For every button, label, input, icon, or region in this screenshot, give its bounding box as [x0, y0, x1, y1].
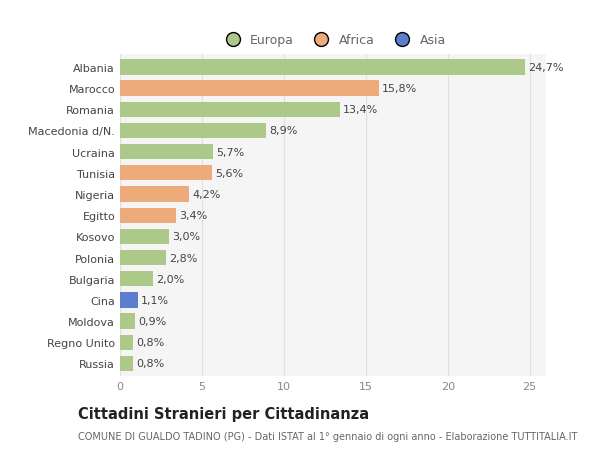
Bar — [120, 251, 166, 266]
Text: 13,4%: 13,4% — [343, 105, 378, 115]
Bar — [120, 293, 138, 308]
Bar — [120, 81, 379, 96]
Bar — [120, 102, 340, 118]
Legend: Europa, Africa, Asia: Europa, Africa, Asia — [215, 29, 451, 52]
Bar — [120, 123, 266, 139]
Text: 5,7%: 5,7% — [217, 147, 245, 157]
Text: Cittadini Stranieri per Cittadinanza: Cittadini Stranieri per Cittadinanza — [78, 406, 369, 421]
Text: 8,9%: 8,9% — [269, 126, 298, 136]
Text: 2,8%: 2,8% — [169, 253, 197, 263]
Bar — [120, 60, 525, 75]
Bar — [120, 356, 133, 371]
Text: 5,6%: 5,6% — [215, 168, 243, 179]
Text: COMUNE DI GUALDO TADINO (PG) - Dati ISTAT al 1° gennaio di ogni anno - Elaborazi: COMUNE DI GUALDO TADINO (PG) - Dati ISTA… — [78, 431, 577, 442]
Bar — [120, 166, 212, 181]
Bar — [120, 229, 169, 245]
Bar — [120, 187, 189, 202]
Text: 4,2%: 4,2% — [192, 190, 220, 200]
Text: 3,0%: 3,0% — [172, 232, 200, 242]
Text: 15,8%: 15,8% — [382, 84, 418, 94]
Text: 0,8%: 0,8% — [136, 337, 164, 347]
Bar — [120, 314, 135, 329]
Text: 3,4%: 3,4% — [179, 211, 207, 221]
Text: 2,0%: 2,0% — [156, 274, 184, 284]
Bar — [120, 335, 133, 350]
Bar — [120, 208, 176, 224]
Text: 0,8%: 0,8% — [136, 358, 164, 369]
Text: 24,7%: 24,7% — [528, 63, 563, 73]
Bar — [120, 145, 214, 160]
Bar — [120, 272, 153, 287]
Text: 1,1%: 1,1% — [142, 295, 169, 305]
Text: 0,9%: 0,9% — [138, 316, 166, 326]
